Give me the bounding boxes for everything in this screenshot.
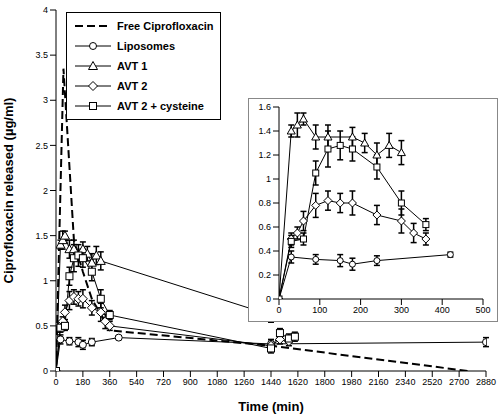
svg-text:1800: 1800 (315, 377, 335, 387)
html-text:AVT 2 + cysteine: AVT 2 + cysteine (117, 100, 204, 112)
svg-text:4: 4 (43, 5, 48, 15)
svg-text:1440: 1440 (261, 377, 281, 387)
html-text:AVT 1: AVT 1 (117, 60, 148, 72)
svg-text:0.2: 0.2 (258, 270, 271, 280)
svg-text:360: 360 (102, 377, 117, 387)
svg-text:0: 0 (53, 377, 58, 387)
svg-text:1980: 1980 (342, 377, 362, 387)
svg-text:1.5: 1.5 (35, 231, 48, 241)
svg-text:2160: 2160 (368, 377, 388, 387)
html-text:Liposomes: Liposomes (117, 40, 176, 52)
svg-text:2340: 2340 (395, 377, 415, 387)
svg-text:Ciprofloxacin released (µg/ml): Ciprofloxacin released (µg/ml) (8, 98, 16, 284)
svg-text:1080: 1080 (207, 377, 227, 387)
svg-text:Time (min): Time (min) (238, 399, 304, 414)
svg-text:2520: 2520 (422, 377, 442, 387)
svg-text:0: 0 (266, 294, 271, 304)
svg-text:1260: 1260 (234, 377, 254, 387)
svg-text:2.5: 2.5 (35, 141, 48, 151)
svg-text:0.5: 0.5 (35, 321, 48, 331)
svg-text:3: 3 (43, 95, 48, 105)
svg-text:2: 2 (43, 186, 48, 196)
svg-text:540: 540 (129, 377, 144, 387)
svg-text:500: 500 (475, 305, 490, 315)
svg-text:1620: 1620 (288, 377, 308, 387)
svg-text:2700: 2700 (449, 377, 469, 387)
svg-text:2880: 2880 (476, 377, 492, 387)
svg-text:0: 0 (276, 305, 281, 315)
svg-text:1.4: 1.4 (258, 126, 271, 136)
svg-text:720: 720 (156, 377, 171, 387)
svg-text:200: 200 (353, 305, 368, 315)
svg-text:1: 1 (266, 174, 271, 184)
svg-text:0: 0 (43, 366, 48, 376)
svg-text:0.6: 0.6 (258, 222, 271, 232)
svg-text:1.6: 1.6 (258, 102, 271, 112)
svg-text:1: 1 (43, 276, 48, 286)
svg-text:300: 300 (394, 305, 409, 315)
html-text:Free Ciprofloxacin: Free Ciprofloxacin (117, 20, 214, 32)
svg-text:900: 900 (183, 377, 198, 387)
svg-text:100: 100 (312, 305, 327, 315)
html-text:AVT 2: AVT 2 (117, 80, 148, 92)
svg-text:180: 180 (75, 377, 90, 387)
svg-text:0.8: 0.8 (258, 198, 271, 208)
svg-text:3.5: 3.5 (35, 50, 48, 60)
svg-text:1.2: 1.2 (258, 150, 271, 160)
svg-text:0.4: 0.4 (258, 246, 271, 256)
svg-text:400: 400 (435, 305, 450, 315)
